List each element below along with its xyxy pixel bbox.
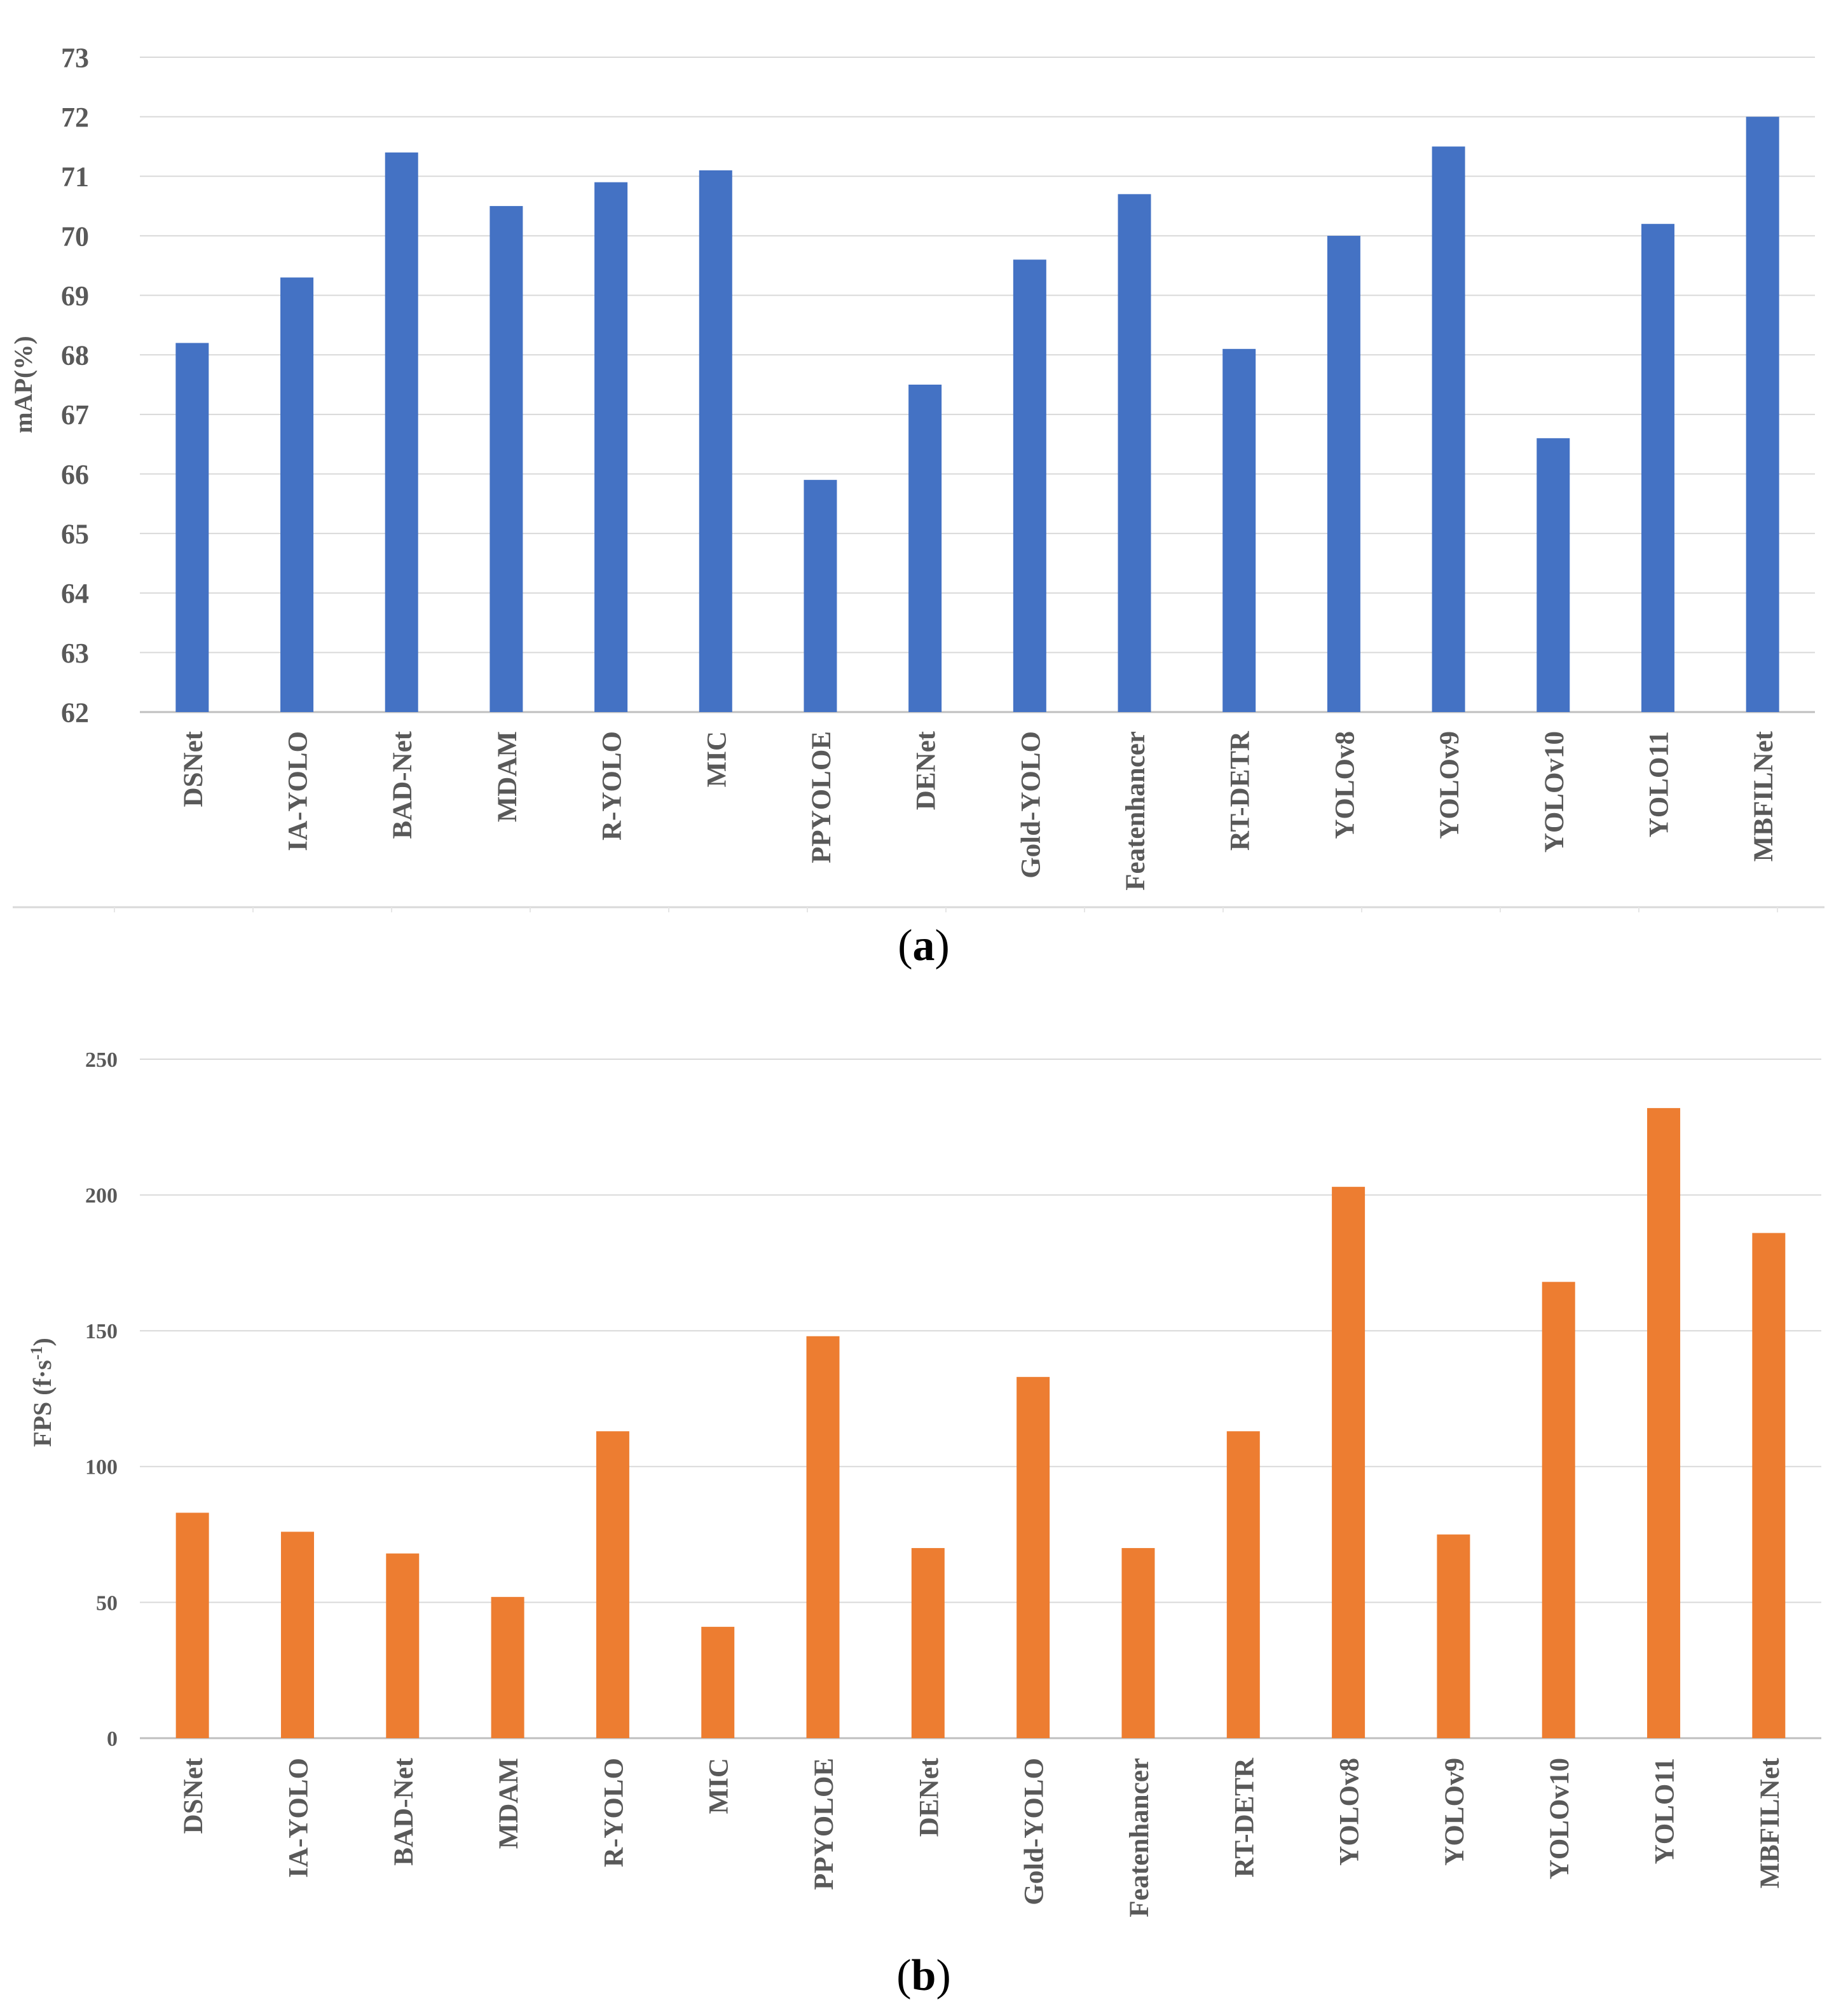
- y-tick-label: 71: [61, 161, 89, 193]
- bar: [1752, 1233, 1786, 1738]
- bar: [1118, 194, 1151, 712]
- x-tick-label: MBFILNet: [1749, 730, 1779, 861]
- bar: [280, 277, 314, 712]
- bar: [1327, 235, 1360, 713]
- bar: [911, 1547, 945, 1738]
- bar: [280, 1532, 314, 1738]
- bar: [491, 1596, 524, 1738]
- x-tick-label: Featenhancer: [1125, 1758, 1154, 1917]
- x-tick-label: MDAM: [493, 731, 523, 822]
- bar: [1016, 1376, 1050, 1738]
- y-tick-label: 150: [85, 1320, 118, 1343]
- panel-caption-letter: a: [913, 921, 935, 970]
- y-axis-label: mAP(%): [9, 336, 38, 433]
- y-axis-label-superscript: -1: [27, 1346, 46, 1360]
- y-tick-label: 50: [96, 1591, 118, 1615]
- chart-b: 0 50 100 150 200 250 DSNet IA-YOLO BAD-Net MDAM R-…: [27, 1048, 1821, 2000]
- x-tick-label: DSNet: [179, 730, 209, 807]
- x-tick-label: BAD-Net: [389, 1757, 419, 1865]
- bar: [1537, 438, 1570, 712]
- bar: [385, 152, 418, 712]
- bar: [701, 1626, 735, 1738]
- panel-caption-letter: b: [912, 1951, 936, 2000]
- bar: [806, 1336, 840, 1738]
- x-tick-label: YOLOv9: [1440, 1758, 1470, 1866]
- bar: [1013, 259, 1046, 712]
- y-tick-label: 68: [61, 340, 89, 371]
- bar: [1647, 1107, 1681, 1738]
- x-tick-label: YOLO11: [1650, 1758, 1680, 1864]
- y-tick-label: 64: [61, 578, 89, 609]
- x-tick-label: YOLOv8: [1330, 731, 1360, 839]
- x-tick-label: R-YOLO: [599, 1758, 629, 1867]
- y-tick-label: 66: [61, 459, 89, 490]
- y-tick-label: 100: [85, 1456, 118, 1479]
- bar: [1746, 116, 1779, 713]
- y-tick-label: 70: [61, 221, 89, 252]
- y-tick-label: 200: [85, 1184, 118, 1208]
- bar: [1542, 1282, 1575, 1738]
- x-tick-label: MIC: [702, 731, 732, 787]
- y-tick-label: 62: [61, 697, 89, 728]
- x-tick-label: MBFILNet: [1755, 1757, 1785, 1888]
- y-axis-label-end: ): [28, 1338, 57, 1346]
- chart-a: 62 63 64 65 66 67 68 69 70 71 72 73 DSNet IA-YOLO BAD-…: [9, 42, 1824, 970]
- panel-caption: (a): [898, 921, 950, 970]
- y-tick-label: 73: [61, 42, 89, 73]
- bar: [1121, 1547, 1155, 1738]
- x-tick-label: Gold-YOLO: [1016, 731, 1046, 879]
- x-tick-label: IA-YOLO: [284, 1758, 313, 1878]
- bar: [1222, 348, 1256, 712]
- x-tick-label: YOLOv10: [1540, 731, 1570, 853]
- x-tick-label: YOLO11: [1644, 731, 1674, 837]
- bar: [175, 343, 209, 712]
- y-tick-label: 72: [61, 102, 89, 133]
- x-tick-label: MIC: [704, 1758, 734, 1814]
- bar: [1332, 1186, 1365, 1738]
- y-tick-label: 65: [61, 518, 89, 549]
- x-tick-label: DENet: [914, 1757, 944, 1837]
- bar: [596, 1431, 629, 1738]
- bar: [1432, 146, 1465, 713]
- x-tick-label: BAD-Net: [388, 730, 418, 839]
- bar: [489, 206, 523, 712]
- x-tick-label: YOLOv8: [1335, 1758, 1365, 1866]
- bar: [1641, 224, 1674, 712]
- y-tick-label: 63: [61, 638, 89, 669]
- y-tick-label: 67: [61, 399, 89, 430]
- x-tick-label: IA-YOLO: [284, 731, 313, 851]
- x-tick-label: PPYOLOE: [807, 731, 837, 863]
- x-tick-label: RT-DETR: [1226, 730, 1256, 851]
- bar: [1437, 1534, 1470, 1738]
- y-axis-label: FPS (f·s-1): [27, 1338, 57, 1447]
- panel-caption: (b): [896, 1951, 951, 2000]
- x-tick-label: PPYOLOE: [809, 1758, 839, 1890]
- bar: [594, 182, 628, 712]
- y-tick-label: 250: [85, 1048, 118, 1072]
- y-tick-label: 69: [61, 280, 89, 312]
- y-tick-label: 0: [107, 1727, 118, 1751]
- bar: [386, 1553, 420, 1738]
- x-tick-label: DSNet: [179, 1757, 209, 1834]
- bar: [908, 385, 942, 712]
- bar: [175, 1512, 209, 1738]
- bar: [699, 170, 732, 713]
- x-tick-label: Gold-YOLO: [1020, 1758, 1050, 1905]
- x-tick-label: Featenhancer: [1121, 731, 1151, 891]
- x-tick-label: YOLOv10: [1545, 1758, 1575, 1879]
- x-tick-label: RT-DETR: [1229, 1757, 1259, 1877]
- bar: [1226, 1431, 1260, 1738]
- x-tick-label: DENet: [912, 730, 941, 810]
- bar: [804, 479, 837, 712]
- x-tick-label: YOLOv9: [1435, 731, 1465, 839]
- x-tick-label: MDAM: [494, 1758, 524, 1849]
- x-tick-label: R-YOLO: [598, 731, 627, 840]
